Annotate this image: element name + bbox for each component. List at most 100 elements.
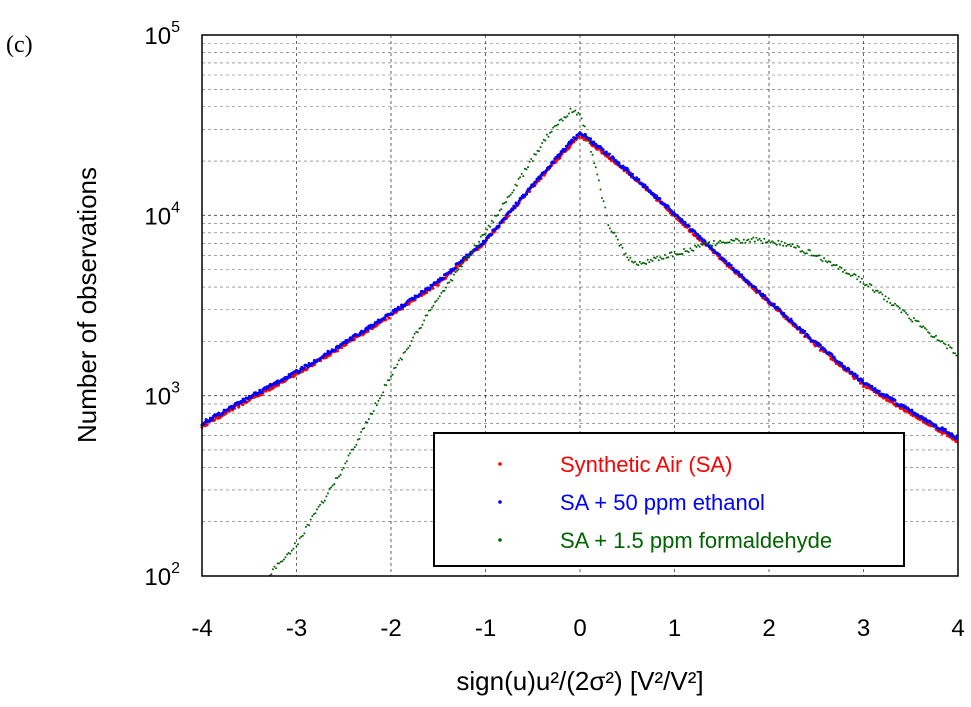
data-point [660,257,663,260]
data-point [615,235,618,238]
data-point [673,250,676,253]
data-point [300,535,303,538]
data-point [486,228,489,231]
data-point [737,270,741,274]
data-point [534,153,537,156]
data-point [686,250,689,253]
data-point [744,241,747,244]
data-point [736,238,739,241]
data-point [831,264,833,267]
data-point [654,257,657,260]
data-point [367,418,370,421]
data-point [363,427,366,430]
data-point [511,191,514,194]
data-point [457,268,460,271]
data-point [696,232,700,236]
data-point [651,260,654,262]
data-point [309,518,312,521]
data-point [303,532,306,535]
data-point [835,264,838,266]
data-point [935,334,937,337]
data-point [292,547,295,550]
data-point [931,336,934,338]
data-point [464,258,466,261]
data-point [719,239,722,242]
data-point [341,468,344,471]
data-point [336,476,339,479]
data-point [526,189,529,193]
data-point [898,307,901,309]
data-point [545,133,548,136]
series-2 [200,131,959,441]
data-point [539,146,542,149]
data-point [670,251,673,254]
data-point [612,156,616,160]
data-point [599,188,602,191]
data-point [558,119,561,122]
data-point [412,297,416,300]
data-point [867,285,870,288]
data-point [418,293,422,296]
data-point [706,242,709,245]
data-point [479,235,482,238]
data-point [722,241,725,244]
data-point [799,250,802,253]
data-point [890,304,893,307]
data-point [448,281,451,284]
data-point [325,495,328,498]
data-point [834,264,837,267]
data-point [690,249,693,252]
data-point [666,204,670,208]
data-point [383,316,387,320]
data-point [687,251,690,253]
data-point [768,239,770,242]
data-point [930,335,933,338]
data-point [596,173,599,176]
data-point [788,243,791,246]
data-point [774,242,777,245]
data-point [889,302,892,304]
grid [202,35,958,576]
data-point [893,398,897,402]
data-point [438,295,441,298]
data-point [786,243,789,246]
data-point [772,241,775,244]
data-point [829,261,832,263]
data-point [434,301,437,303]
data-point [517,177,520,180]
data-point [240,400,244,404]
data-point [522,175,525,178]
data-point [572,110,575,113]
data-point [613,231,616,234]
data-point [435,299,438,302]
data-point [552,161,556,165]
data-point [456,269,459,272]
data-point [779,243,781,246]
data-point [374,402,377,405]
data-point [364,421,367,423]
data-point [471,250,474,253]
data-point [845,272,848,275]
data-point [532,184,536,188]
data-point [803,329,807,333]
data-point [620,243,622,246]
data-point [388,379,391,382]
data-point [517,199,521,203]
data-point [386,379,389,382]
data-point [640,262,643,265]
x-tick-label: -1 [475,615,496,642]
data-point [237,405,241,409]
data-point [503,202,506,204]
data-point [843,269,846,272]
data-point [746,239,748,242]
data-point [334,477,337,480]
data-point [492,221,495,224]
data-point [298,537,301,540]
data-point [635,176,639,180]
data-point [933,336,936,338]
data-point [939,340,942,343]
data-point [698,245,701,248]
data-point [752,236,755,239]
legend-box [433,432,905,567]
data-point [344,462,347,465]
